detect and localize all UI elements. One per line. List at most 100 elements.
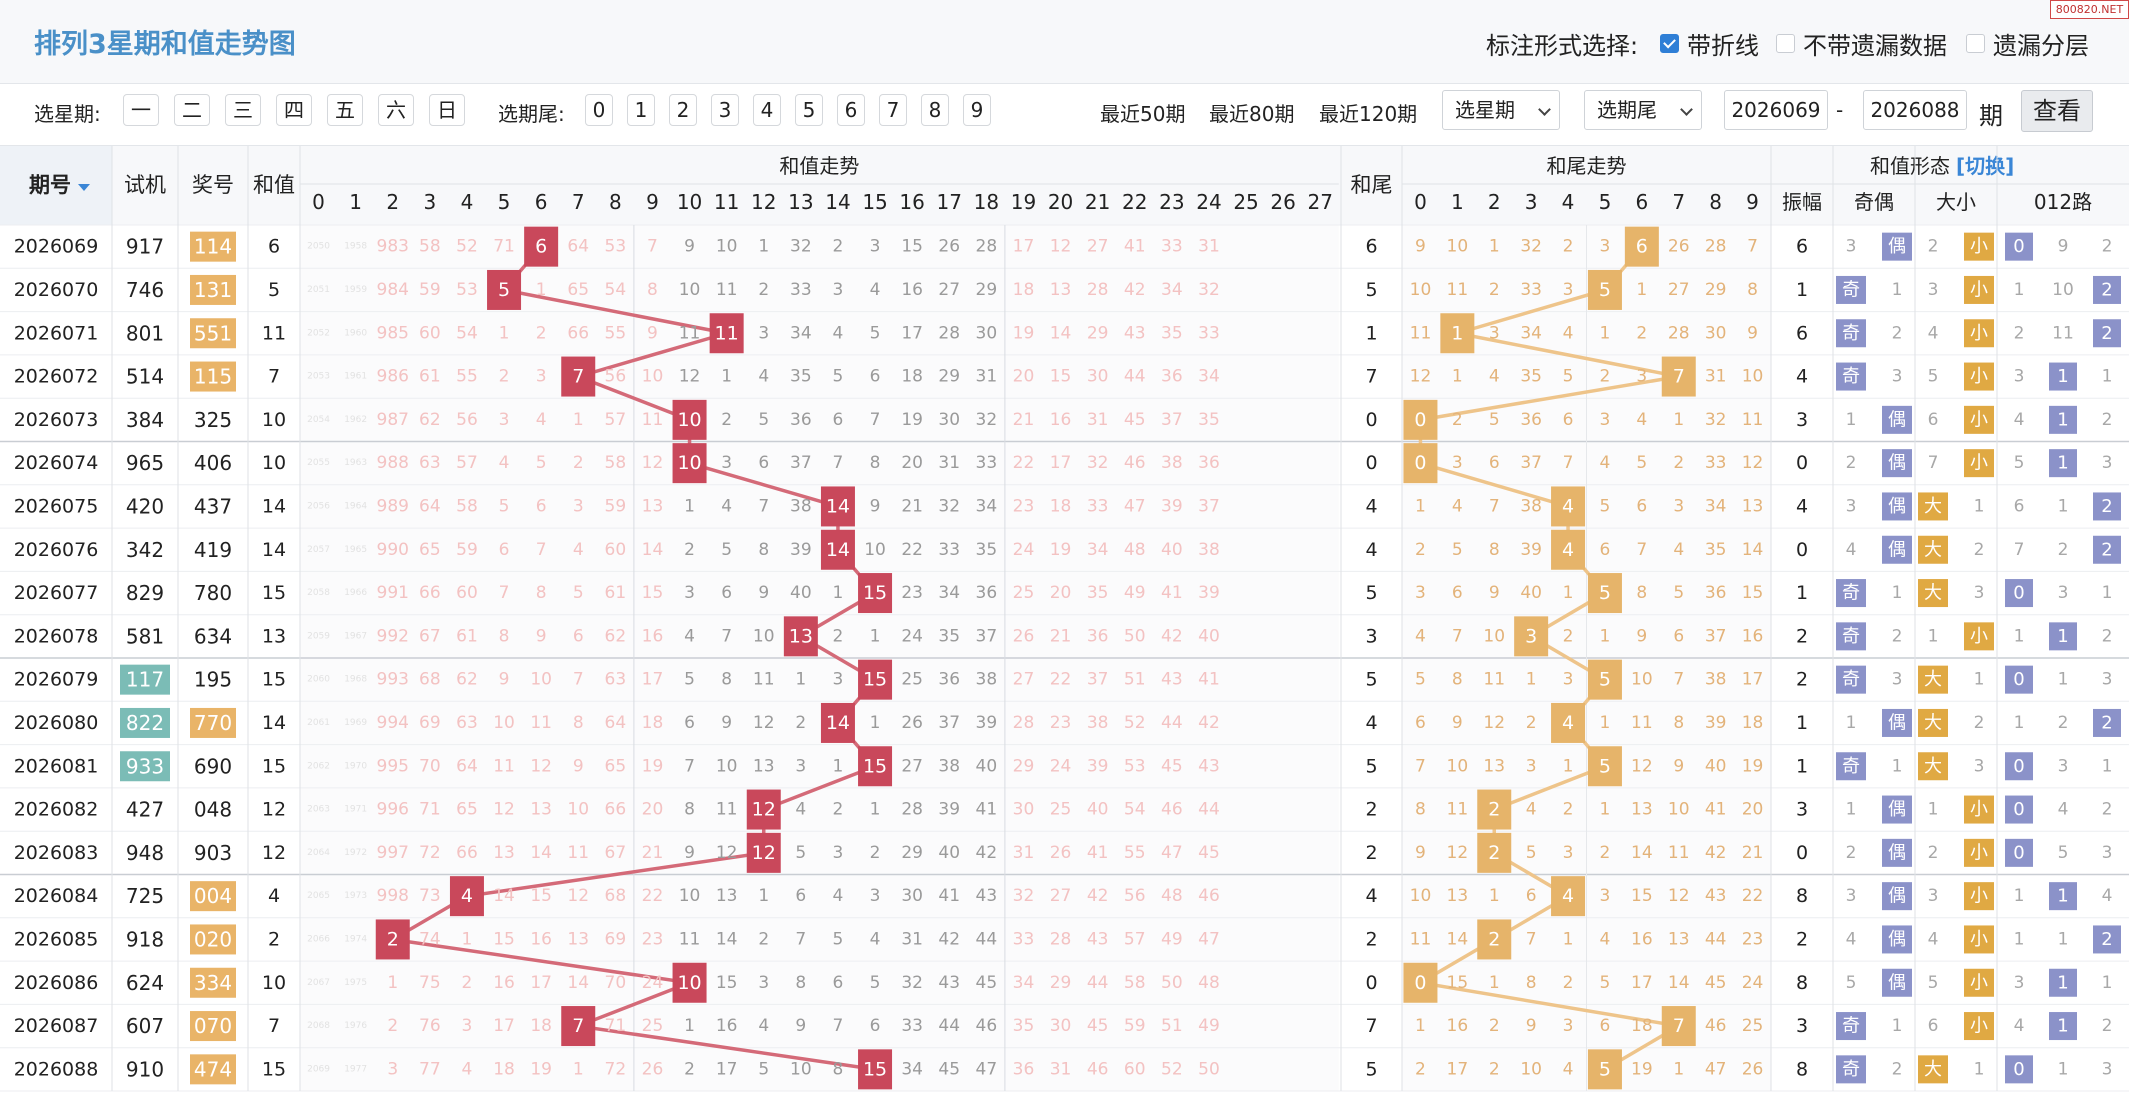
omission-value: 26 xyxy=(642,1059,664,1079)
option-omission-layer[interactable]: 遗漏分层 xyxy=(1966,26,2089,61)
tail-button-6[interactable]: 6 xyxy=(837,94,865,126)
tail-button-4[interactable]: 4 xyxy=(753,94,781,126)
tail-button-7[interactable]: 7 xyxy=(879,94,907,126)
weekday-button-3[interactable]: 三 xyxy=(225,94,261,126)
chevron-down-icon xyxy=(1538,103,1551,116)
omission-value: 44 xyxy=(938,1016,960,1036)
option-no-omission[interactable]: 不带遗漏数据 xyxy=(1776,26,1947,61)
tail-omission-value: 3 xyxy=(1600,237,1611,257)
tail-select[interactable]: 选期尾 xyxy=(1584,90,1702,130)
sum-ball-value: 10 xyxy=(677,452,701,474)
sum-ball-value: 12 xyxy=(752,799,776,821)
checkbox-polyline[interactable] xyxy=(1660,34,1679,53)
omission-value: 49 xyxy=(1161,929,1183,949)
big-omission: 3 xyxy=(1928,886,1939,906)
odd-badge-label: 奇 xyxy=(1842,756,1860,777)
tail-button-0[interactable]: 0 xyxy=(585,94,613,126)
end-issue-input[interactable]: 2026088 xyxy=(1863,90,1967,130)
sum-trend-column-header: 15 xyxy=(862,190,887,214)
tail-button-3[interactable]: 3 xyxy=(711,94,739,126)
omission-value: 996 xyxy=(377,800,409,820)
mark-mode-label: 标注形式选择: xyxy=(1486,32,1639,60)
omission-value: 10 xyxy=(493,713,515,733)
weekday-button-2[interactable]: 二 xyxy=(174,94,210,126)
tail-omission-value: 40 xyxy=(1705,756,1727,776)
recent-80-link[interactable]: 最近80期 xyxy=(1209,102,1295,126)
omission-value: 39 xyxy=(938,800,960,820)
start-issue-input[interactable]: 2026069 xyxy=(1724,90,1828,130)
tail-omission-value: 5 xyxy=(1415,670,1426,690)
sum-trend-column-header: 10 xyxy=(677,190,702,214)
recent-50-link[interactable]: 最近50期 xyxy=(1100,102,1186,126)
weekday-button-4[interactable]: 四 xyxy=(276,94,312,126)
omission-value: 43 xyxy=(1087,929,1109,949)
tail-omission-value: 4 xyxy=(1636,410,1647,430)
tail-ball xyxy=(1587,269,1622,310)
omission-value: 11 xyxy=(642,410,664,430)
omission-value: 2059 xyxy=(307,631,330,641)
draw-number: 780 xyxy=(194,581,232,605)
tail-trend-column-header: 0 xyxy=(1414,190,1427,214)
tail-omission-value: 6 xyxy=(1526,886,1537,906)
query-button[interactable]: 查看 xyxy=(2021,90,2093,132)
tail-button-9[interactable]: 9 xyxy=(963,94,991,126)
weekday-select[interactable]: 选星期 xyxy=(1442,90,1560,130)
omission-value: 31 xyxy=(976,367,998,387)
amplitude-value: 3 xyxy=(1796,799,1808,821)
omission-value: 994 xyxy=(377,713,409,733)
tail-button-1[interactable]: 1 xyxy=(627,94,655,126)
weekday-button-5[interactable]: 五 xyxy=(327,94,363,126)
tail-omission-value: 45 xyxy=(1705,973,1727,993)
omission-value: 21 xyxy=(1013,410,1035,430)
sum-value: 15 xyxy=(262,582,286,604)
omission-value: 40 xyxy=(1087,800,1109,820)
recent-120-link[interactable]: 最近120期 xyxy=(1319,102,1418,126)
weekday-button-6[interactable]: 六 xyxy=(378,94,414,126)
omission-value: 29 xyxy=(1013,756,1035,776)
sum-trend-column-header: 25 xyxy=(1233,190,1258,214)
route-omission: 2 xyxy=(2102,1016,2113,1036)
omission-value: 60 xyxy=(605,540,627,560)
sum-value: 6 xyxy=(268,236,280,258)
even-omission: 3 xyxy=(1892,367,1903,387)
checkbox-no-omission[interactable] xyxy=(1776,34,1795,53)
weekday-button-7[interactable]: 日 xyxy=(429,94,465,126)
omission-value: 8 xyxy=(870,453,881,473)
omission-value: 41 xyxy=(1198,670,1220,690)
omission-value: 10 xyxy=(567,800,589,820)
switch-link[interactable]: [切换] xyxy=(1956,154,2014,178)
tail-omission-value: 1 xyxy=(1452,367,1463,387)
even-badge-label: 偶 xyxy=(1888,496,1906,517)
trial-number: 910 xyxy=(126,1057,164,1081)
sum-ball xyxy=(858,746,893,787)
checkbox-omission-layer[interactable] xyxy=(1966,34,1985,53)
weekday-button-1[interactable]: 一 xyxy=(123,94,159,126)
big-omission: 5 xyxy=(1928,973,1939,993)
big-omission: 2 xyxy=(1928,237,1939,257)
sum-trend-column-header: 19 xyxy=(1011,190,1036,214)
omission-value: 40 xyxy=(790,583,812,603)
tail-omission-value: 47 xyxy=(1705,1059,1727,1079)
tail-omission-value: 16 xyxy=(1631,929,1653,949)
tail-omission-value: 2 xyxy=(1563,973,1574,993)
tail-omission-value: 4 xyxy=(1489,367,1500,387)
omission-value: 44 xyxy=(976,929,998,949)
tail-omission-value: 5 xyxy=(1600,973,1611,993)
sum-ball xyxy=(375,919,410,960)
tail-button-8[interactable]: 8 xyxy=(921,94,949,126)
option-polyline[interactable]: 带折线 xyxy=(1660,26,1759,61)
omission-value: 1961 xyxy=(344,372,367,382)
odd-badge-label: 奇 xyxy=(1842,1016,1860,1037)
tail-omission-value: 6 xyxy=(1489,453,1500,473)
draw-number: 437 xyxy=(194,494,232,518)
sort-desc-icon[interactable] xyxy=(78,184,90,191)
tail-omission-value: 4 xyxy=(1452,496,1463,516)
tail-button-2[interactable]: 2 xyxy=(669,94,697,126)
omission-value: 34 xyxy=(1087,540,1109,560)
route-badge-value: 0 xyxy=(2013,799,2024,820)
tail-omission-value: 12 xyxy=(1483,713,1505,733)
omission-value: 16 xyxy=(530,929,552,949)
tail-trend-column-header: 6 xyxy=(1635,190,1648,214)
tail-button-5[interactable]: 5 xyxy=(795,94,823,126)
tail-omission-value: 11 xyxy=(1631,713,1653,733)
